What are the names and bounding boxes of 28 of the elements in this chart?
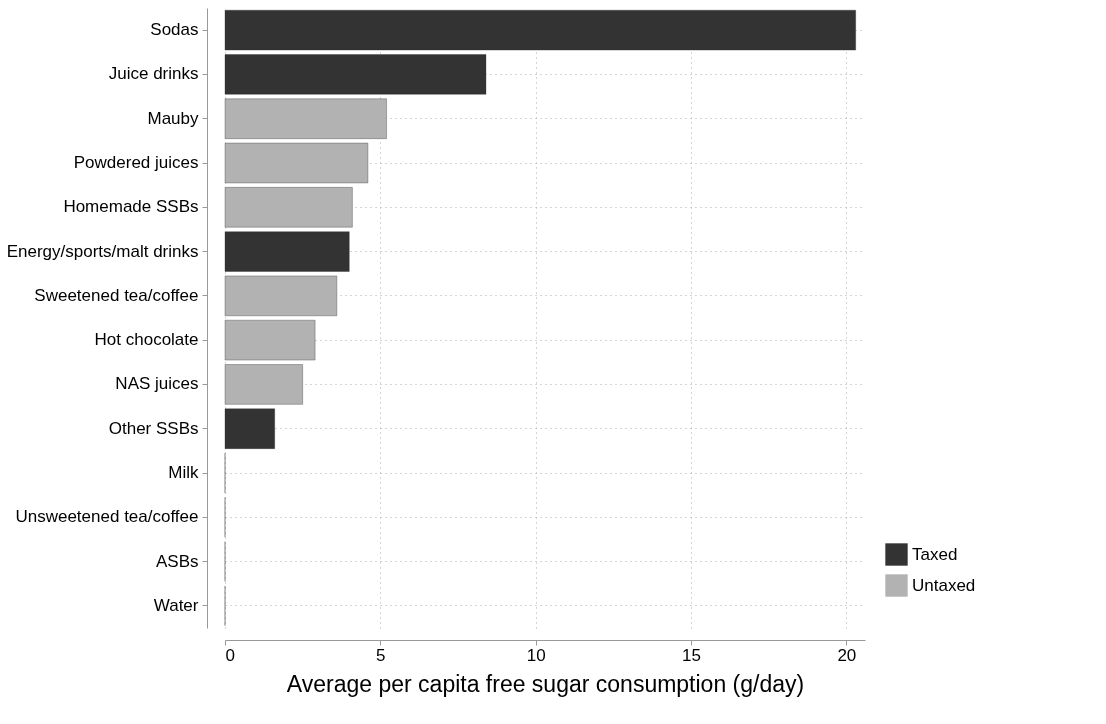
bar [224,9,857,51]
x-axis-title: Average per capita free sugar consumption (g/day) [286,670,805,697]
x-tick-label: 0 [225,645,235,665]
y-tick-label: Milk [168,463,199,482]
bar [224,142,369,184]
bar [224,408,276,450]
legend-label: Untaxed [912,575,976,595]
x-tick-label: 5 [376,645,386,665]
x-tick-label: 20 [837,645,857,665]
y-tick-label: Mauby [147,108,199,128]
legend-label: Taxed [912,544,958,564]
y-tick-label: Sweetened tea/coffee [34,285,199,305]
bar [224,54,487,95]
x-tick-label: 15 [682,645,701,665]
y-tick-label: Sodas [150,20,199,40]
y-tick-label: ASBs [155,551,199,571]
y-tick-label: Water [153,595,199,615]
y-tick-label: NAS juices [115,374,199,394]
y-tick-label: Juice drinks [108,64,199,84]
y-tick-label: Energy/sports/malt drinks [6,241,199,261]
y-tick-label: Hot chocolate [94,330,199,350]
y-tick-label: Other SSBs [108,418,199,438]
y-tick-label: Unsweetened tea/coffee [15,507,199,527]
y-tick-label: Homemade SSBs [63,197,199,217]
bar [224,98,387,140]
x-tick-label: 10 [526,645,546,665]
y-tick-label: Powdered juices [73,153,199,172]
bar [224,231,350,272]
